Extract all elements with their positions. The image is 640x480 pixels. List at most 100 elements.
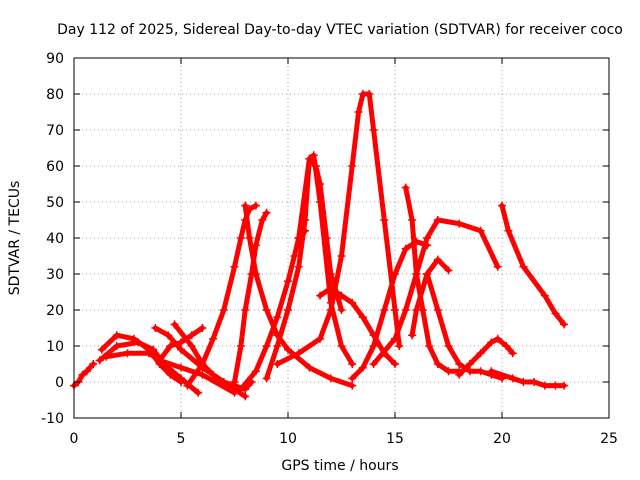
data-point bbox=[540, 291, 549, 300]
data-point bbox=[444, 342, 453, 350]
data-point bbox=[508, 349, 517, 358]
data-point bbox=[401, 183, 410, 192]
data-point bbox=[102, 352, 111, 361]
series-line-arc-18 bbox=[403, 185, 462, 374]
series-line-arc-23 bbox=[499, 203, 567, 327]
data-point bbox=[337, 342, 346, 350]
data-point bbox=[423, 234, 432, 242]
data-point bbox=[391, 360, 399, 368]
data-point bbox=[423, 270, 432, 278]
data-point bbox=[519, 262, 528, 271]
data-point bbox=[365, 90, 374, 98]
data-point bbox=[369, 360, 378, 368]
data-point bbox=[230, 262, 239, 271]
data-point bbox=[251, 270, 260, 278]
data-point bbox=[326, 306, 335, 314]
data-point bbox=[245, 234, 254, 242]
data-point bbox=[219, 306, 228, 314]
data-point bbox=[198, 360, 207, 368]
y-tick-label: 50 bbox=[46, 195, 64, 211]
data-point bbox=[551, 309, 560, 318]
data-point bbox=[502, 342, 511, 350]
data-point bbox=[408, 331, 417, 340]
x-tick-label: 25 bbox=[600, 431, 618, 447]
data-point bbox=[316, 198, 325, 206]
data-point bbox=[455, 370, 464, 379]
data-point bbox=[391, 306, 399, 314]
data-point bbox=[433, 216, 442, 224]
data-point bbox=[354, 108, 363, 116]
data-point bbox=[194, 388, 203, 397]
tick-labels: 0 5 10 15 20 25 -10 0 10 20 30 40 50 60 70 80 90 bbox=[41, 51, 618, 447]
data-point bbox=[209, 370, 218, 379]
data-point bbox=[326, 374, 335, 383]
y-tick-label: 70 bbox=[46, 123, 64, 139]
data-point bbox=[560, 320, 569, 329]
data-point bbox=[444, 266, 453, 275]
y-tick-label: 30 bbox=[46, 267, 64, 283]
data-point bbox=[444, 367, 453, 376]
data-point bbox=[144, 349, 153, 358]
data-point bbox=[123, 349, 132, 358]
data-point bbox=[408, 216, 417, 224]
data-point bbox=[465, 367, 474, 376]
data-point bbox=[294, 349, 303, 358]
x-tick-label: 10 bbox=[279, 431, 297, 447]
x-tick-label: 5 bbox=[177, 431, 186, 447]
data-point bbox=[305, 154, 314, 163]
data-point bbox=[369, 126, 378, 134]
data-point bbox=[519, 378, 528, 386]
data-point bbox=[337, 252, 346, 260]
y-tick-label: 0 bbox=[55, 375, 64, 391]
x-tick-label: 15 bbox=[386, 431, 404, 447]
data-point bbox=[284, 345, 292, 354]
data-point bbox=[337, 291, 346, 300]
data-point bbox=[78, 370, 87, 379]
data-point bbox=[309, 151, 318, 160]
data-point bbox=[348, 162, 357, 170]
x-axis-label: GPS time / hours bbox=[281, 458, 398, 474]
data-point bbox=[112, 331, 121, 340]
data-point bbox=[258, 216, 267, 224]
data-point bbox=[348, 374, 357, 383]
data-point bbox=[151, 324, 160, 332]
data-point bbox=[112, 342, 121, 350]
data-point bbox=[187, 342, 196, 350]
data-point bbox=[358, 363, 367, 372]
data-point bbox=[209, 334, 218, 343]
data-point bbox=[82, 367, 91, 376]
data-point bbox=[530, 378, 539, 386]
data-point bbox=[476, 226, 485, 235]
data-point bbox=[129, 334, 138, 343]
data-point bbox=[476, 349, 485, 358]
data-point bbox=[177, 363, 185, 372]
data-point bbox=[316, 291, 325, 300]
data-point bbox=[455, 219, 464, 228]
series-group bbox=[70, 90, 569, 401]
data-point bbox=[455, 360, 464, 368]
data-point bbox=[433, 255, 442, 264]
y-tick-label: 60 bbox=[46, 159, 64, 175]
data-point bbox=[369, 342, 378, 350]
data-point bbox=[560, 381, 569, 390]
data-point bbox=[219, 378, 228, 386]
data-point bbox=[294, 234, 303, 242]
data-point bbox=[155, 356, 164, 365]
ticks bbox=[73, 57, 610, 419]
data-point bbox=[241, 306, 250, 314]
data-point bbox=[97, 345, 106, 354]
data-point bbox=[391, 334, 399, 343]
data-point bbox=[236, 385, 245, 394]
data-point bbox=[198, 370, 207, 379]
data-point bbox=[166, 342, 175, 350]
data-point bbox=[391, 270, 399, 278]
data-point bbox=[305, 363, 314, 372]
data-point bbox=[380, 306, 389, 314]
data-point bbox=[89, 360, 98, 368]
data-point bbox=[487, 367, 496, 376]
data-point bbox=[465, 360, 474, 368]
data-point bbox=[273, 342, 282, 350]
data-point bbox=[395, 342, 404, 350]
